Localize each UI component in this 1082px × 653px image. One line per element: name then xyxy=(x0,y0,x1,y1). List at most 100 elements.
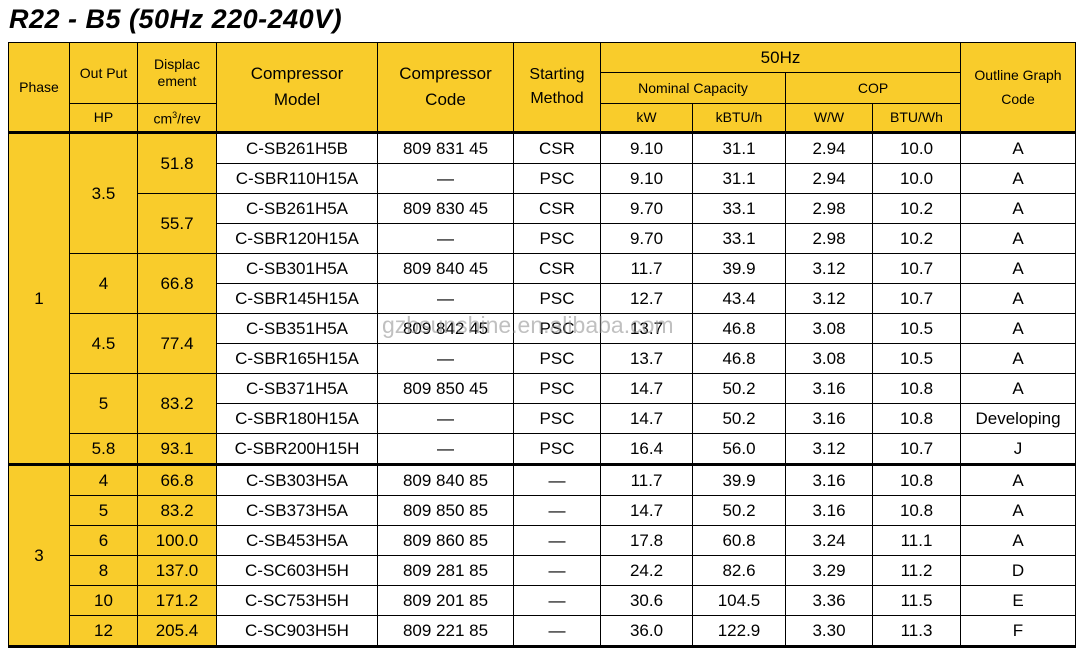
table-cell: 10.5 xyxy=(872,313,961,344)
table-cell: 2.94 xyxy=(785,163,873,194)
cell-text: 3.16 xyxy=(812,408,846,428)
cell-text: C-SBR145H15A xyxy=(235,288,359,308)
table-cell: 31.1 xyxy=(692,131,786,164)
header-cell: Displac ement xyxy=(137,42,217,104)
phase-text: 1 xyxy=(34,288,44,308)
table-row: 12 205.4 C-SC903H5H 809 221 85 — 36.0 122.9 3.3… xyxy=(9,615,1076,648)
table-cell: — xyxy=(377,223,514,254)
header-cell: cm3/rev xyxy=(137,103,217,133)
cell-text: 31.1 xyxy=(722,168,756,188)
table-cell: C-SBR180H15A xyxy=(216,403,378,434)
table-cell: 10.0 xyxy=(872,163,961,194)
title: R22 - B5 (50Hz 220-240V) xyxy=(9,4,343,34)
table-cell: 809 221 85 xyxy=(377,615,514,648)
table-cell: C-SB301H5A xyxy=(216,253,378,284)
cell-text: — xyxy=(437,438,454,458)
cell-text: 56.0 xyxy=(722,438,756,458)
output-text: 5.8 xyxy=(91,438,116,458)
table-cell: 82.6 xyxy=(692,555,786,586)
phase-text: 3 xyxy=(34,545,44,565)
cell-text: 3.12 xyxy=(812,288,846,308)
cell-text: 122.9 xyxy=(717,620,761,640)
cell-text: 809 850 45 xyxy=(402,378,489,398)
table-cell: 809 281 85 xyxy=(377,555,514,586)
cell-text: PSC xyxy=(539,408,575,428)
table-cell: 3.12 xyxy=(785,253,873,284)
cell-text: A xyxy=(1012,138,1024,158)
header-cell: Compressor Code xyxy=(377,42,514,133)
table-cell: D xyxy=(960,555,1076,586)
cell-text: — xyxy=(548,470,566,490)
table-cell: PSC xyxy=(513,403,601,434)
cell-text: 10.0 xyxy=(899,138,934,158)
cell-text: 36.0 xyxy=(629,620,664,640)
table-cell: — xyxy=(377,433,514,465)
table-cell: 9.70 xyxy=(600,223,693,254)
table-cell: 66.8 xyxy=(137,463,217,496)
output-text: 10 xyxy=(94,590,113,610)
table-cell: A xyxy=(960,343,1076,374)
cell-text: PSC xyxy=(539,318,575,338)
cell-text: 11.7 xyxy=(630,258,663,278)
displacement-text: 77.4 xyxy=(160,333,194,353)
table-cell: 104.5 xyxy=(692,585,786,616)
cell-text: 10.8 xyxy=(899,408,934,428)
table-cell: 809 850 45 xyxy=(377,373,514,404)
cell-text: 9.70 xyxy=(629,228,664,248)
cell-text: C-SBR165H15A xyxy=(235,348,359,368)
table-cell: 3.08 xyxy=(785,313,873,344)
table-cell: 30.6 xyxy=(600,585,693,616)
table-row: 4.5 77.4 C-SB351H5A 809 842 45 PSC 13.7 46.8 3.… xyxy=(9,313,1076,374)
cell-text: — xyxy=(437,408,454,428)
displacement-text: 51.8 xyxy=(160,153,194,173)
table-cell: 77.4 xyxy=(137,313,217,374)
cell-text: 2.98 xyxy=(812,198,846,218)
table-cell: 6 xyxy=(69,525,138,556)
cell-text: 809 860 85 xyxy=(402,530,489,550)
cell-text: 809 842 45 xyxy=(402,318,489,338)
table-cell: 809 831 45 xyxy=(377,131,514,164)
cell-text: 10.8 xyxy=(899,378,934,398)
cell-text: A xyxy=(1012,318,1024,338)
cell-text: C-SBR200H15H xyxy=(234,438,360,458)
cell-text: 3.36 xyxy=(812,590,846,610)
table-cell: — xyxy=(513,555,601,586)
table-cell: 10.8 xyxy=(872,495,961,526)
cell-text: 39.9 xyxy=(722,258,756,278)
table-cell: C-SBR120H15A xyxy=(216,223,378,254)
displacement-text: 83.2 xyxy=(160,500,194,520)
cell-text: 11.7 xyxy=(630,470,663,490)
cell-text: 16.4 xyxy=(629,438,664,458)
table-cell: F xyxy=(960,615,1076,648)
table-cell: 10.8 xyxy=(872,403,961,434)
cell-text: — xyxy=(548,620,566,640)
header-text: Compressor xyxy=(399,64,492,83)
header-cell: COP xyxy=(785,72,961,104)
table-cell: 10.0 xyxy=(872,131,961,164)
table-cell: 3.30 xyxy=(785,615,873,648)
displacement-text: 83.2 xyxy=(160,393,194,413)
table-cell: 14.7 xyxy=(600,495,693,526)
cell-text: C-SC903H5H xyxy=(245,620,349,640)
cell-text: 11.5 xyxy=(900,590,933,610)
table-cell: — xyxy=(513,585,601,616)
table-cell: 809 842 45 xyxy=(377,313,514,344)
cell-text: 10.0 xyxy=(899,168,934,188)
table-cell: 809 840 45 xyxy=(377,253,514,284)
table-cell: 43.4 xyxy=(692,283,786,314)
cell-text: 11.3 xyxy=(900,620,933,640)
table-cell: 33.1 xyxy=(692,223,786,254)
cell-text: 14.7 xyxy=(629,408,664,428)
unit-text: HP xyxy=(93,109,114,125)
cell-text: 82.6 xyxy=(722,560,756,580)
cell-text: C-SBR110H15A xyxy=(235,168,359,188)
unit-text: /rev xyxy=(177,110,201,127)
table-cell: CSR xyxy=(513,193,601,224)
table-cell: 5.8 xyxy=(69,433,138,465)
cell-text: — xyxy=(437,168,454,188)
table-cell: 3.12 xyxy=(785,283,873,314)
header-text: Compressor xyxy=(250,64,344,83)
cell-text: 30.6 xyxy=(629,590,664,610)
table-cell: 10.7 xyxy=(872,253,961,284)
header-text: Method xyxy=(530,90,584,107)
